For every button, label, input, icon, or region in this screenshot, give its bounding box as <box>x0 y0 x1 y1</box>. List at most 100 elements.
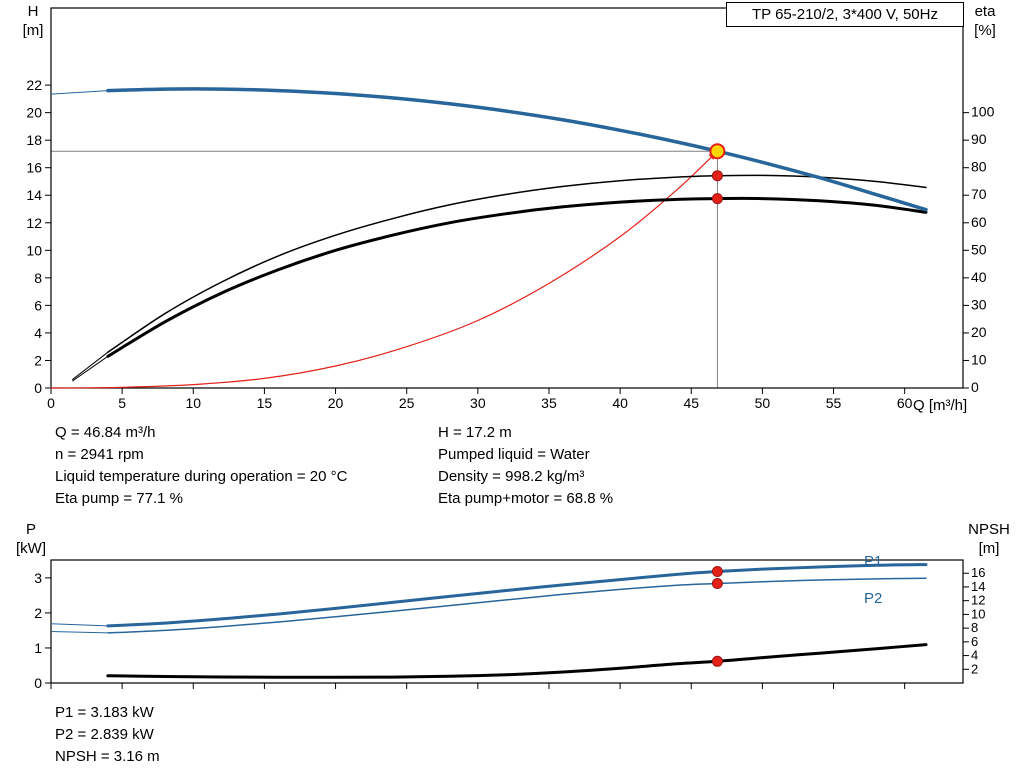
x-tick-label: 40 <box>612 395 628 411</box>
y-right-tick-label: 6 <box>971 634 978 649</box>
y-left-tick-label: 3 <box>34 570 42 586</box>
y-left-tick-label: 12 <box>26 215 42 231</box>
eta-pump-motor-duty-marker <box>711 193 723 205</box>
y-right-tick-label: 2 <box>971 661 978 676</box>
y-left-tick-label: 2 <box>34 605 42 621</box>
eta-pump-curve-lead <box>71 351 109 381</box>
y-left-tick-label: 6 <box>34 297 42 313</box>
p2-duty-marker <box>711 578 723 589</box>
npsh-axis-unit: [m] <box>978 540 1000 557</box>
x-tick-label: 20 <box>328 395 344 411</box>
info-line-eta-pump-motor: Eta pump+motor = 68.8 % <box>438 490 614 507</box>
p2-curve-label: P2 <box>864 590 882 607</box>
x-tick-label: 0 <box>47 395 55 411</box>
y-left-tick-label: 0 <box>34 675 42 691</box>
npsh-curve <box>106 643 928 679</box>
y-left-tick-label: 4 <box>34 325 42 341</box>
power-info: P1 = 3.183 kW P2 = 2.839 kW NPSH = 3.16 … <box>55 702 160 768</box>
info-line-q: Q = 46.84 m³/h <box>55 424 156 441</box>
pump-title-box: TP 65-210/2, 3*400 V, 50Hz <box>726 2 964 27</box>
info-line-p1: P1 = 3.183 kW <box>55 704 154 721</box>
y-right-tick-label: 20 <box>971 324 987 340</box>
h-axis-unit: [m] <box>22 22 44 39</box>
x-tick-label: 35 <box>541 395 557 411</box>
y-left-tick-label: 1 <box>34 640 42 656</box>
y-right-tick-label: 10 <box>971 606 985 621</box>
info-line-temperature: Liquid temperature during operation = 20… <box>55 468 348 485</box>
eta-axis-title: eta [%] <box>962 2 1008 40</box>
y-right-tick-label: 16 <box>971 565 985 580</box>
p1-duty-marker <box>711 566 723 577</box>
x-tick-label: 60 <box>897 395 913 411</box>
npsh-axis-title: NPSH [m] <box>958 520 1020 558</box>
x-tick-label: 50 <box>755 395 771 411</box>
npsh-duty-marker <box>711 655 723 667</box>
y-right-tick-label: 30 <box>971 296 987 312</box>
q-axis-title: Q [m³/h] <box>913 397 968 414</box>
y-right-tick-label: 50 <box>971 241 987 257</box>
info-line-eta-pump: Eta pump = 77.1 % <box>55 490 183 507</box>
x-tick-label: 55 <box>826 395 842 411</box>
x-tick-label: 15 <box>257 395 273 411</box>
y-right-tick-label: 0 <box>971 379 979 395</box>
y-left-tick-label: 2 <box>34 352 42 368</box>
eta-axis-unit: [%] <box>974 22 996 39</box>
p-axis-unit: [kW] <box>16 540 46 557</box>
y-left-tick-label: 14 <box>26 187 42 203</box>
eta-axis-symbol: eta <box>974 3 996 20</box>
eta-pump-motor-curve-lead <box>72 355 109 382</box>
x-tick-label: 45 <box>683 395 699 411</box>
info-line-density: Density = 998.2 kg/m³ <box>438 468 585 485</box>
y-left-tick-label: 20 <box>26 105 42 121</box>
h-axis-symbol: H <box>27 3 39 20</box>
duty-info-right: H = 17.2 m Pumped liquid = Water Density… <box>438 422 613 510</box>
y-left-tick-label: 10 <box>26 242 42 258</box>
qh-curve <box>106 87 928 212</box>
x-tick-label: 5 <box>118 395 126 411</box>
npsh-axis-symbol: NPSH <box>968 521 1010 538</box>
qh-eta-chart-frame <box>50 7 964 389</box>
y-right-tick-label: 14 <box>971 579 985 594</box>
p2-curve-lead <box>50 631 108 634</box>
y-right-tick-label: 10 <box>971 351 987 367</box>
y-right-tick-label: 8 <box>971 620 978 635</box>
p-axis-symbol: P <box>25 521 36 538</box>
y-left-tick-label: 16 <box>26 160 42 176</box>
y-left-tick-label: 8 <box>34 270 42 286</box>
y-right-tick-label: 4 <box>971 648 978 663</box>
x-tick-label: 25 <box>399 395 415 411</box>
info-line-speed: n = 2941 rpm <box>55 446 144 463</box>
y-right-tick-label: 60 <box>971 214 987 230</box>
info-line-p2: P2 = 2.839 kW <box>55 726 154 743</box>
system-curve <box>50 150 718 389</box>
x-tick-label: 10 <box>185 395 201 411</box>
p1-curve-lead <box>50 623 108 627</box>
y-left-tick-label: 18 <box>26 132 42 148</box>
y-right-tick-label: 100 <box>971 104 995 120</box>
p-axis-title: P [kW] <box>8 520 54 558</box>
y-left-tick-label: 0 <box>34 380 42 396</box>
x-tick-label: 30 <box>470 395 486 411</box>
eta-pump-duty-marker <box>711 170 723 182</box>
p1-curve <box>106 563 928 628</box>
power-npsh-chart-frame <box>50 559 964 684</box>
duty-point-marker[interactable] <box>709 143 726 160</box>
info-line-npsh: NPSH = 3.16 m <box>55 748 160 765</box>
h-axis-title: H [m] <box>13 2 53 40</box>
p1-curve-label: P1 <box>864 553 882 570</box>
p2-curve <box>107 577 927 634</box>
y-right-tick-label: 70 <box>971 186 987 202</box>
y-right-tick-label: 40 <box>971 269 987 285</box>
eta-pump-curve <box>107 174 927 353</box>
info-line-h: H = 17.2 m <box>438 424 512 441</box>
info-line-liquid: Pumped liquid = Water <box>438 446 590 463</box>
duty-info-left: Q = 46.84 m³/h n = 2941 rpm Liquid tempe… <box>55 422 347 510</box>
y-right-tick-label: 80 <box>971 159 987 175</box>
y-right-tick-label: 12 <box>971 593 985 608</box>
qh-curve-lead <box>50 90 108 95</box>
y-left-tick-label: 22 <box>26 77 42 93</box>
eta-pump-motor-curve <box>106 196 928 358</box>
y-right-tick-label: 90 <box>971 131 987 147</box>
